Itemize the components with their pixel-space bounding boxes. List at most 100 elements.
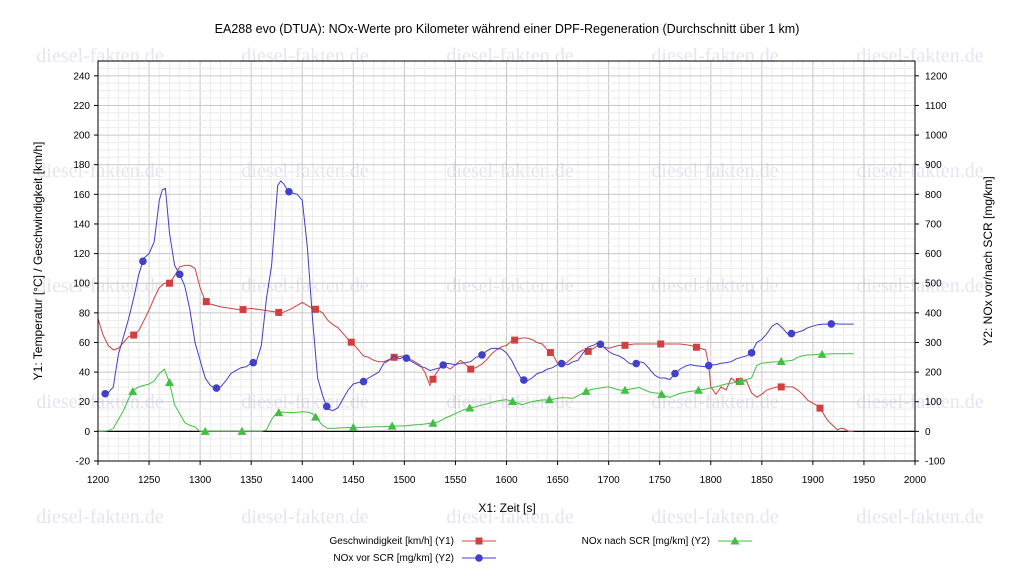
series-2-point-8	[428, 418, 438, 427]
series-0-point-14	[657, 340, 665, 348]
series-1-point-4	[249, 358, 258, 367]
y-right-tick-label-1100: 1100	[925, 101, 947, 112]
series-0-point-5	[312, 305, 320, 313]
series-2-point-15	[693, 385, 703, 394]
legend-marker-0	[475, 537, 483, 545]
x-tick-label-1950: 1950	[853, 475, 876, 486]
watermark-2-1: diesel-fakten.de	[241, 275, 368, 297]
x-tick-label-1500: 1500	[393, 475, 416, 486]
watermark-2-0: diesel-fakten.de	[36, 275, 163, 297]
watermark-4-4: diesel-fakten.de	[856, 506, 983, 528]
x-axis-title: X1: Zeit [s]	[478, 501, 535, 515]
series-2-point-2	[200, 426, 210, 435]
y-left-tick-label-60: 60	[79, 338, 91, 349]
watermark-1-1: diesel-fakten.de	[241, 160, 368, 182]
series-0-point-18	[816, 404, 824, 412]
series-2-point-7	[387, 421, 397, 430]
x-tick-label-1450: 1450	[342, 475, 365, 486]
x-tick-label-2000: 2000	[904, 475, 927, 486]
series-0-point-17	[777, 383, 785, 391]
series-2-point-4	[274, 408, 284, 417]
x-tick-label-1200: 1200	[87, 475, 110, 486]
watermark-1-3: diesel-fakten.de	[651, 160, 778, 182]
y-right-tick-label-900: 900	[925, 160, 942, 171]
y-right-tick-label-400: 400	[925, 308, 942, 319]
x-tick-label-1350: 1350	[240, 475, 263, 486]
x-tick-label-1850: 1850	[751, 475, 774, 486]
watermark-1-0: diesel-fakten.de	[36, 160, 163, 182]
x-tick-label-1600: 1600	[495, 475, 518, 486]
watermark-2-2: diesel-fakten.de	[446, 275, 573, 297]
series-1-point-6	[322, 402, 331, 411]
series-2-point-0	[128, 387, 138, 396]
series-0-point-4	[275, 308, 283, 316]
y-right-axis-title: Y2: NOx vor/nach SCR [mg/km]	[981, 176, 995, 345]
series-1-point-16	[704, 361, 713, 370]
series-0-point-15	[692, 343, 700, 351]
series-2-point-9	[465, 403, 475, 412]
y-right-tick-label-600: 600	[925, 249, 942, 260]
series-1-point-0	[101, 389, 109, 398]
series-1-point-5	[285, 187, 293, 196]
series-1-point-13	[596, 340, 605, 349]
y-left-tick-label-200: 200	[73, 131, 90, 142]
y-right-tick-label-200: 200	[925, 368, 942, 379]
series-0-point-2	[202, 298, 210, 306]
series-0-point-12	[584, 347, 592, 355]
series-2-point-1	[164, 377, 174, 386]
series-0-point-9	[467, 365, 475, 373]
series-0-point-1	[165, 279, 173, 287]
series-1-point-10	[478, 351, 486, 359]
watermark-4-0: diesel-fakten.de	[36, 506, 163, 528]
series-0-point-11	[546, 349, 554, 357]
series-1-point-8	[402, 354, 411, 362]
y-left-axis-title: Y1: Temperatur [°C] / Geschwindigkeit [k…	[31, 142, 45, 381]
series-1-point-19	[827, 320, 836, 328]
series-1-point-9	[439, 361, 447, 369]
series-0-point-3	[239, 306, 247, 314]
series-2-point-18	[817, 349, 827, 358]
series-line-0	[97, 264, 854, 432]
watermark-2-3: diesel-fakten.de	[651, 275, 778, 297]
watermark-1-4: diesel-fakten.de	[856, 160, 983, 182]
legend: Geschwindigkeit [km/h] (Y1) NOx vor SCR […	[330, 536, 752, 564]
watermark-0-0: diesel-fakten.de	[36, 45, 163, 67]
series-0-point-6	[347, 338, 355, 346]
watermark-1-2: diesel-fakten.de	[446, 160, 573, 182]
series-layer	[97, 180, 854, 435]
watermark-layer: diesel-fakten.de diesel-fakten.de diesel-f…	[36, 45, 983, 528]
series-2-point-13	[620, 385, 630, 394]
series-0-point-13	[621, 341, 629, 349]
series-1-point-17	[747, 349, 756, 357]
watermark-0-4: diesel-fakten.de	[856, 45, 983, 67]
tick-layer: 1200 1250 1300 1350 1400 1450 1500 1550 1600 1650…	[73, 71, 947, 486]
series-2-point-11	[544, 395, 554, 404]
series-1-point-11	[520, 376, 528, 384]
y-right-tick-label--100: -100	[925, 457, 945, 468]
series-2-point-10	[508, 397, 518, 406]
y-left-tick-label-240: 240	[73, 71, 90, 82]
series-0-point-0	[130, 331, 138, 339]
y-left-tick-label-220: 220	[73, 101, 90, 112]
series-line-2	[98, 353, 854, 432]
series-2-point-16	[735, 376, 745, 385]
chart-title: EA288 evo (DTUA): NOx-Werte pro Kilomete…	[215, 22, 800, 36]
x-tick-label-1700: 1700	[598, 475, 621, 486]
y-left-tick-label-100: 100	[73, 279, 90, 290]
series-2-point-5	[311, 412, 321, 421]
grid-lines	[97, 60, 916, 462]
y-left-tick-label-40: 40	[79, 368, 91, 379]
series-0-point-8	[429, 375, 437, 383]
y-right-tick-label-0: 0	[925, 427, 931, 438]
y-right-tick-label-100: 100	[925, 397, 942, 408]
y-left-tick-label-120: 120	[73, 249, 90, 260]
y-right-tick-label-500: 500	[925, 279, 942, 290]
watermark-4-3: diesel-fakten.de	[651, 506, 778, 528]
series-2-point-14	[657, 389, 667, 398]
x-tick-label-1250: 1250	[138, 475, 161, 486]
series-1-point-12	[557, 359, 566, 368]
y-right-tick-label-700: 700	[925, 219, 942, 230]
watermark-4-1: diesel-fakten.de	[241, 506, 368, 528]
legend-label-2: NOx nach SCR [mg/km] (Y2)	[582, 536, 710, 547]
series-0-point-10	[511, 336, 519, 344]
